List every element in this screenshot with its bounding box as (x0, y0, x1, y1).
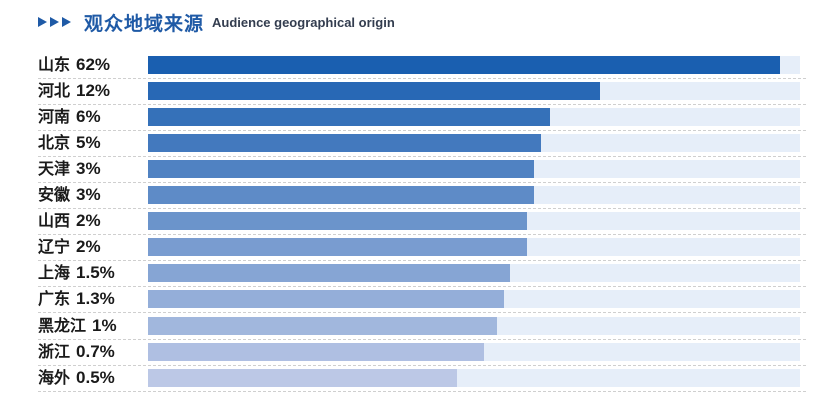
category-label: 天津 3% (38, 159, 101, 179)
category-label: 山东 62% (38, 55, 110, 75)
value-label: 6% (76, 107, 101, 127)
value-label: 5% (76, 133, 101, 153)
row-divider (38, 364, 806, 366)
bar (148, 186, 534, 205)
bar (148, 82, 600, 101)
category-name: 北京 (38, 133, 71, 153)
row-divider (38, 286, 806, 288)
bar (148, 134, 541, 153)
row-divider (38, 260, 806, 262)
row-divider (38, 78, 806, 79)
category-name: 天津 (38, 159, 71, 179)
value-label: 3% (76, 185, 101, 205)
category-label: 上海 1.5% (38, 263, 115, 283)
category-label: 河北 12% (38, 81, 110, 101)
bar (148, 212, 527, 231)
chart-subtitle: Audience geographical origin (212, 14, 395, 30)
category-label: 河南 6% (38, 107, 101, 127)
chart-title: 观众地域来源 (84, 12, 205, 35)
category-label: 浙江 0.7% (38, 342, 115, 362)
value-label: 1.5% (76, 263, 115, 283)
value-label: 2% (76, 237, 101, 257)
category-label: 安徽 3% (38, 185, 101, 205)
row-divider (38, 312, 806, 314)
category-name: 海外 (38, 367, 71, 387)
bar (148, 290, 504, 309)
category-name: 广东 (38, 289, 71, 309)
bar (148, 238, 527, 257)
category-name: 黑龙江 (38, 315, 87, 335)
row-divider (38, 234, 806, 236)
category-label: 北京 5% (38, 133, 101, 153)
category-label: 海外 0.5% (38, 368, 115, 388)
row-divider (38, 130, 806, 132)
category-name: 山东 (38, 55, 71, 74)
value-label: 1% (92, 315, 117, 335)
bar (148, 108, 550, 127)
chart-header: 观众地域来源 Audience geographical origin (38, 10, 395, 35)
category-label: 黑龙江 1% (38, 316, 117, 336)
bar (148, 56, 780, 74)
category-name: 上海 (38, 263, 71, 283)
category-label: 广东 1.3% (38, 289, 115, 309)
row-divider (38, 182, 806, 184)
category-label: 山西 2% (38, 211, 101, 231)
bar (148, 316, 497, 335)
row-divider (38, 104, 806, 106)
bar (148, 264, 510, 283)
value-label: 0.5% (76, 367, 115, 387)
value-label: 62% (76, 55, 111, 74)
category-name: 山西 (38, 211, 71, 231)
value-label: 1.3% (76, 289, 115, 309)
bar (148, 160, 534, 179)
category-name: 河北 (38, 81, 71, 101)
category-name: 浙江 (38, 341, 71, 361)
triple-chevron-right-icon (38, 16, 74, 28)
value-label: 2% (76, 211, 101, 231)
bar (148, 342, 484, 361)
row-divider (38, 390, 806, 392)
bar (148, 368, 457, 387)
value-label: 0.7% (76, 341, 115, 361)
row-divider (38, 156, 806, 158)
category-label: 辽宁 2% (38, 237, 101, 257)
value-label: 3% (76, 159, 101, 179)
category-name: 辽宁 (38, 237, 71, 257)
category-name: 安徽 (38, 185, 71, 205)
row-divider (38, 208, 806, 210)
value-label: 12% (76, 81, 111, 101)
row-divider (38, 338, 806, 340)
category-name: 河南 (38, 107, 71, 127)
